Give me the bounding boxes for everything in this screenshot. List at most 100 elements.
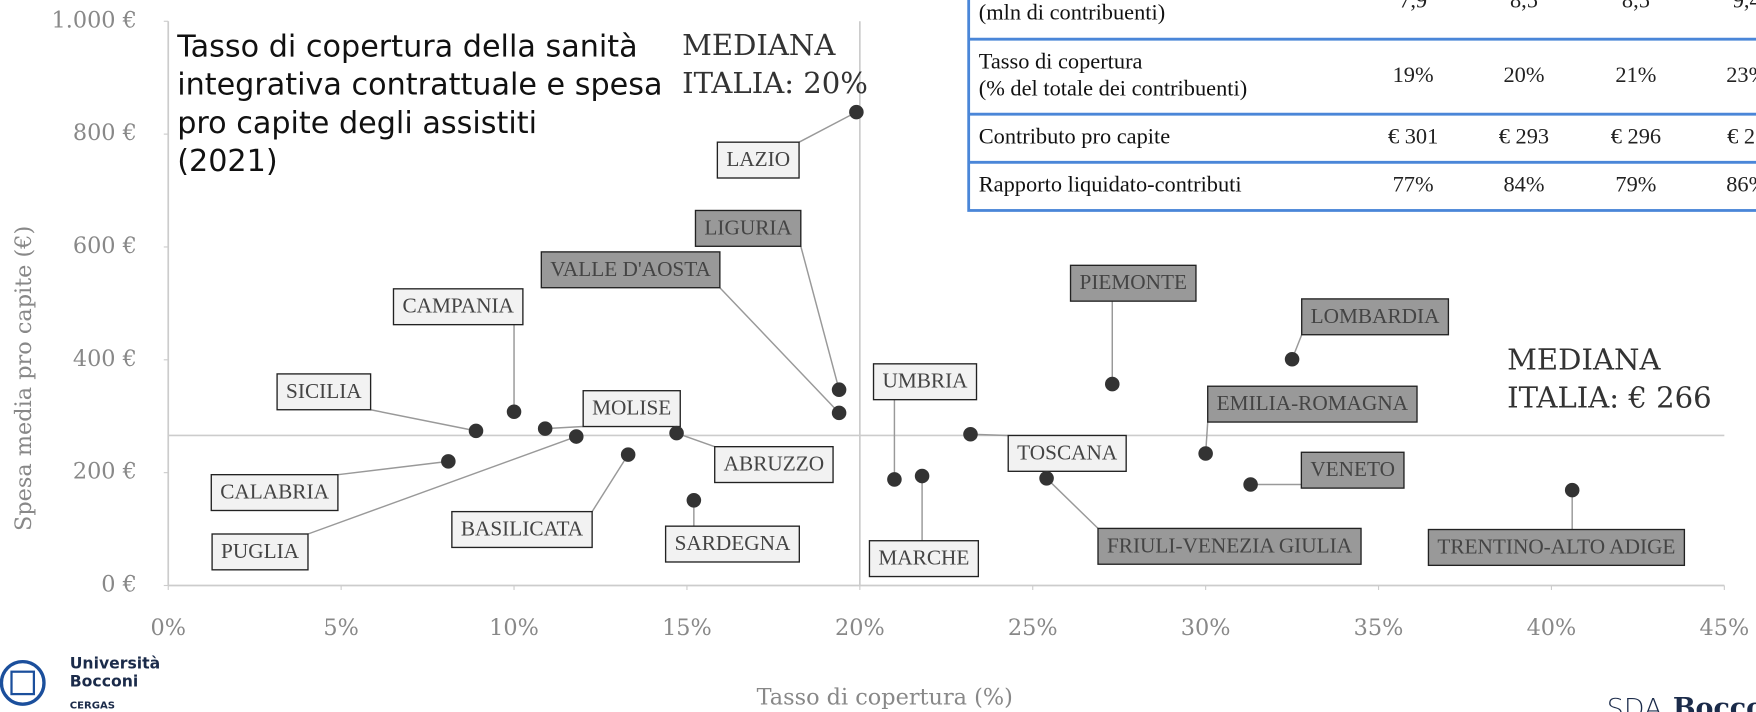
leader-line [337, 460, 449, 476]
point [831, 405, 847, 421]
label-box [582, 390, 681, 428]
x-tick-label: 30% [1181, 615, 1231, 641]
label-box [716, 141, 800, 179]
x-tick-label: 25% [1008, 615, 1058, 641]
point-label-text: UMBRIA [882, 369, 968, 393]
x-tick-label: 0% [150, 615, 186, 641]
label-box [1069, 264, 1197, 302]
point [849, 104, 864, 120]
y-axis-label: Spesa media pro capite (€) [11, 226, 37, 531]
x-tick-label: 5% [323, 615, 359, 641]
logo-emblem [10, 670, 36, 696]
point-label: LIGURIA [694, 209, 840, 390]
point-label: CAMPANIA [392, 288, 524, 412]
label-box [210, 473, 339, 512]
annotation: ITALIA: € 266 [1507, 381, 1711, 415]
point [506, 404, 522, 419]
table-cell: 77% [1393, 172, 1434, 197]
label-box [211, 533, 309, 571]
chart-title: integrativa contrattuale e spesa [177, 68, 662, 103]
point-label-text: LOMBARDIA [1311, 304, 1440, 328]
leader-line [591, 454, 629, 512]
table-cell: 84% [1503, 172, 1544, 197]
x-axis-label: Tasso di copertura (%) [757, 685, 1013, 711]
point [831, 382, 847, 397]
point [1039, 471, 1054, 486]
point-label: TRENTINO-ALTO ADIGE [1427, 490, 1686, 567]
point-label-text: LAZIO [726, 147, 790, 171]
point-label-text: VENETO [1310, 457, 1395, 481]
table-cell: 79% [1615, 172, 1656, 197]
label-box [1007, 434, 1127, 472]
x-tick-label: 35% [1354, 615, 1404, 641]
point-label: SARDEGNA [664, 500, 800, 563]
table-row-label: (mln di contribuenti) [979, 0, 1165, 25]
logo-text: Bocconi [1673, 693, 1756, 712]
logo-right: SDA Bocconi [1607, 693, 1756, 712]
annotation: MEDIANA [1507, 343, 1661, 377]
point-label-text: EMILIA-ROMAGNA [1217, 391, 1409, 415]
point [669, 425, 684, 441]
point-label-text: SARDEGNA [675, 531, 791, 555]
point-label: FRIULI-VENEZIA GIULIA [1046, 477, 1362, 565]
table-row-label: (% del totale dei contribuenti) [979, 75, 1247, 100]
point-label-text: TRENTINO-ALTO ADIGE [1437, 534, 1675, 558]
table: (mln di contribuenti) 7,9 8,5 8,5 9,4 Tasso d… [967, 0, 1756, 212]
table-cell: 20% [1503, 62, 1544, 87]
table-cell: 23% [1726, 62, 1756, 87]
point-label: PUGLIA [211, 435, 577, 571]
logo-text: SDA [1607, 693, 1663, 712]
y-tick-label: 400 € [73, 346, 137, 372]
table-row-label: Contributo pro capite [979, 123, 1170, 148]
y-tick-label: 600 € [73, 233, 137, 259]
point-label: TOSCANA [970, 433, 1127, 472]
point-label-text: BASILICATA [461, 517, 584, 541]
label-box [1207, 385, 1418, 423]
table-bg [967, 0, 1756, 212]
point [441, 454, 456, 469]
leader-line [307, 435, 577, 535]
label-box [714, 446, 834, 484]
point [914, 468, 930, 484]
table-row-label: Rapporto liquidato-contributi [979, 172, 1242, 197]
point-label: VENETO [1250, 451, 1405, 489]
point-label-text: ABRUZZO [724, 452, 824, 476]
x-tick-label: 40% [1527, 615, 1577, 641]
point [1104, 376, 1120, 392]
table-cell: 8,5 [1622, 0, 1650, 12]
y-tick-label: 800 € [73, 120, 137, 146]
point-label-text: PUGLIA [221, 539, 300, 563]
point [1198, 446, 1213, 461]
y-tick-label: 1.000 € [51, 7, 136, 33]
label-box [664, 525, 800, 563]
point-label: MARCHE [868, 476, 980, 578]
point-label: UMBRIA [872, 363, 978, 480]
point [963, 427, 978, 442]
logo-text: CERGAS [70, 700, 115, 711]
chart-title: (2021) [177, 144, 277, 179]
point-label-text: LIGURIA [704, 215, 792, 239]
leader-line [798, 111, 857, 143]
leader-line [1046, 477, 1099, 529]
point-label-text: PIEMONTE [1079, 270, 1187, 294]
label-box [1300, 451, 1405, 489]
point [887, 472, 902, 487]
table-cell: € 293 [1499, 123, 1549, 148]
y-tick-label: 200 € [73, 459, 137, 485]
label-box [1427, 528, 1686, 567]
point [569, 429, 584, 444]
point-label: PIEMONTE [1069, 264, 1197, 385]
table-cell: 21% [1615, 62, 1656, 87]
leader-line [800, 246, 840, 390]
table-cell: 7,9 [1399, 0, 1427, 12]
table-cell: 9,4 [1733, 0, 1756, 12]
x-tick-label: 10% [489, 615, 539, 641]
point-label-text: CALABRIA [220, 480, 329, 504]
table-cell: 86% [1726, 172, 1756, 197]
point-label: MOLISE [545, 390, 681, 430]
logo-left: Università Bocconi CERGAS [0, 653, 160, 711]
leader-line [370, 409, 477, 432]
label-box [540, 251, 721, 289]
